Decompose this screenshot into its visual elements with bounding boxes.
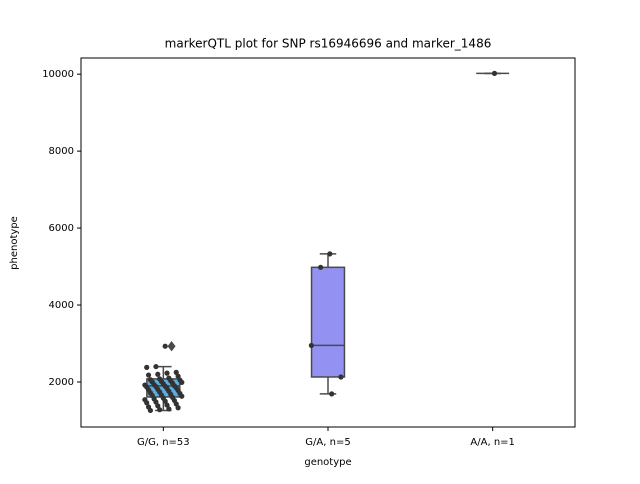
y-tick-label: 4000 [49, 300, 74, 311]
strip-point [327, 251, 333, 257]
strip-point [144, 400, 150, 406]
strip-point [338, 374, 344, 380]
strip-point [173, 401, 179, 407]
strip-point [145, 372, 152, 378]
y-tick-label: 6000 [49, 223, 74, 234]
strip-point [175, 373, 181, 379]
strip-point [144, 364, 150, 370]
strip-point [318, 264, 324, 270]
strip-point [166, 406, 172, 412]
y-tick-label: 2000 [49, 377, 74, 388]
x-tick-label: A/A, n=1 [470, 437, 515, 448]
strip-point [164, 370, 170, 376]
strip-point [164, 402, 170, 408]
chart-title: markerQTL plot for SNP rs16946696 and ma… [165, 37, 492, 51]
y-tick-label: 10000 [42, 69, 74, 80]
strip-point [179, 379, 185, 385]
strip-point [173, 369, 179, 375]
strip-point [162, 343, 168, 349]
x-axis-label: genotype [304, 457, 351, 468]
flier [167, 340, 176, 352]
strip-point [153, 399, 159, 405]
strip-point [491, 70, 498, 76]
strip-point [175, 405, 181, 411]
strip-point [155, 371, 161, 377]
strip-point [162, 398, 168, 404]
plot-frame [80, 57, 576, 428]
y-axis-label: phenotype [9, 216, 20, 270]
strip-point [153, 363, 159, 370]
strip-point [155, 403, 161, 409]
strip-point [147, 407, 154, 414]
box [310, 266, 346, 378]
x-tick-label: G/G, n=53 [137, 437, 190, 448]
x-tick-label: G/A, n=5 [305, 437, 350, 448]
strip-point [329, 391, 335, 397]
strip-point [157, 407, 163, 413]
y-tick-label: 8000 [49, 146, 74, 157]
strip-point [179, 393, 185, 399]
strip-point [308, 342, 314, 349]
